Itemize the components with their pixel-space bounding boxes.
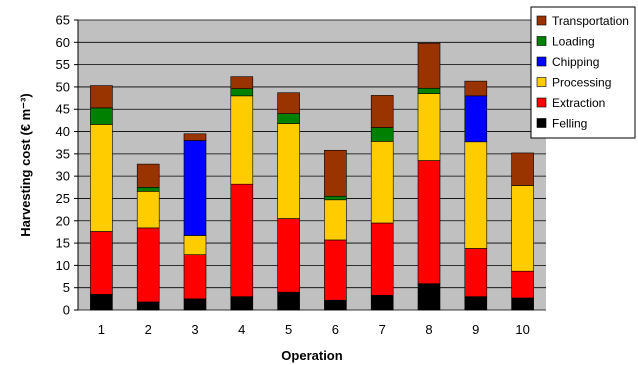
legend-label-loading: Loading (552, 35, 595, 49)
bar-segment-processing (464, 141, 488, 249)
legend-label-extraction: Extraction (552, 96, 605, 110)
x-tick-label: 7 (379, 322, 386, 337)
y-tick-labels: 0 5 10 15 20 25 30 35 40 45 50 55 60 65 (56, 13, 78, 318)
x-tick-label: 10 (515, 322, 529, 337)
legend-swatch-extraction (536, 97, 547, 108)
legend-box (530, 6, 636, 139)
x-tick-label: 9 (472, 322, 479, 337)
bar-segment-processing (277, 123, 300, 219)
bars (90, 42, 534, 311)
bar-segment-transportation (511, 152, 534, 186)
legend-label-transportation: Transportation (552, 14, 629, 28)
bar-segment-extraction (324, 239, 347, 301)
legend: Transportation Loading Chipping Processing E… (530, 6, 636, 139)
bar-segment-loading (324, 195, 347, 201)
bar-segment-felling (183, 298, 207, 311)
legend-swatch-loading (536, 36, 547, 46)
bar-segment-extraction (136, 227, 160, 303)
y-axis-title: Harvesting cost (€ m⁻³) (18, 93, 33, 236)
legend-swatch-transportation (536, 15, 547, 26)
bar-segment-chipping (183, 140, 207, 236)
y-tick-label: 40 (56, 124, 70, 139)
bar-segment-felling (230, 296, 254, 311)
bar-segment-chipping (464, 95, 488, 143)
bar-segment-transportation (324, 149, 347, 197)
y-tick-label: 55 (56, 57, 70, 72)
bar-segment-extraction (464, 248, 488, 297)
x-tick-label: 8 (425, 322, 432, 337)
x-tick-label: 2 (145, 322, 152, 337)
bar-segment-felling (511, 297, 534, 311)
bar-segment-loading (136, 187, 160, 192)
y-tick-label: 25 (56, 191, 70, 206)
y-tick-label: 35 (56, 146, 70, 161)
y-tick-label: 65 (56, 13, 70, 28)
bar-segment-processing (230, 95, 254, 185)
bar-segment-transportation (230, 76, 254, 90)
bar-segment-processing (511, 185, 534, 272)
bar-segment-transportation (370, 95, 394, 128)
bar-segment-felling (417, 283, 441, 311)
bar-segment-extraction (511, 270, 534, 299)
bar-segment-transportation (277, 92, 300, 114)
bar-segment-transportation (417, 42, 441, 89)
bar-segment-processing (183, 235, 207, 255)
bar-segment-processing (417, 93, 441, 161)
y-tick-label: 15 (56, 236, 70, 251)
bar-segment-transportation (90, 85, 113, 109)
y-tick-label: 30 (56, 169, 70, 184)
legend-swatch-chipping (536, 56, 547, 67)
y-tick-label: 20 (56, 213, 70, 228)
bar-segment-transportation (464, 80, 488, 97)
bar-segment-felling (324, 299, 347, 311)
x-tick-label: 3 (191, 322, 198, 337)
y-tick-label: 60 (56, 35, 70, 50)
bar-segment-processing (90, 124, 113, 232)
bar-segment-loading (277, 113, 300, 124)
bar-segment-loading (90, 107, 113, 125)
x-axis-title: Operation (281, 348, 342, 363)
legend-label-felling: Felling (552, 117, 587, 131)
bar-segment-extraction (230, 183, 254, 297)
bar-segment-loading (417, 87, 441, 94)
bar-segment-extraction (417, 160, 441, 284)
bar-segment-extraction (183, 254, 207, 300)
bar-segment-felling (136, 301, 160, 311)
bar-segment-transportation (183, 133, 207, 141)
x-tick-label: 5 (285, 322, 292, 337)
x-tick-labels: 1 2 3 4 5 6 7 8 9 10 (98, 322, 530, 337)
bar-segment-processing (324, 199, 347, 241)
bar-segment-felling (370, 294, 394, 311)
legend-swatch-processing (536, 77, 547, 87)
bar-segment-loading (230, 88, 254, 97)
bar-segment-processing (370, 141, 394, 224)
bar-segment-extraction (277, 218, 300, 293)
x-tick-label: 4 (238, 322, 245, 337)
y-tick-label: 5 (63, 280, 70, 295)
bar-segment-loading (370, 127, 394, 142)
bar-segment-extraction (370, 222, 394, 296)
legend-swatch-felling (536, 118, 547, 128)
bar-segment-extraction (90, 231, 113, 295)
legend-label-chipping: Chipping (552, 55, 599, 69)
bar-segment-transportation (136, 163, 160, 188)
legend-label-processing: Processing (552, 76, 611, 90)
bar-segment-felling (464, 296, 488, 311)
x-tick-label: 6 (332, 322, 339, 337)
y-tick-label: 50 (56, 79, 70, 94)
y-tick-label: 0 (63, 303, 70, 318)
bar-segment-felling (277, 291, 300, 311)
bar-segment-processing (136, 191, 160, 229)
y-tick-label: 45 (56, 102, 70, 117)
y-tick-label: 10 (56, 258, 70, 273)
bar-segment-felling (90, 294, 113, 311)
x-tick-label: 1 (98, 322, 105, 337)
